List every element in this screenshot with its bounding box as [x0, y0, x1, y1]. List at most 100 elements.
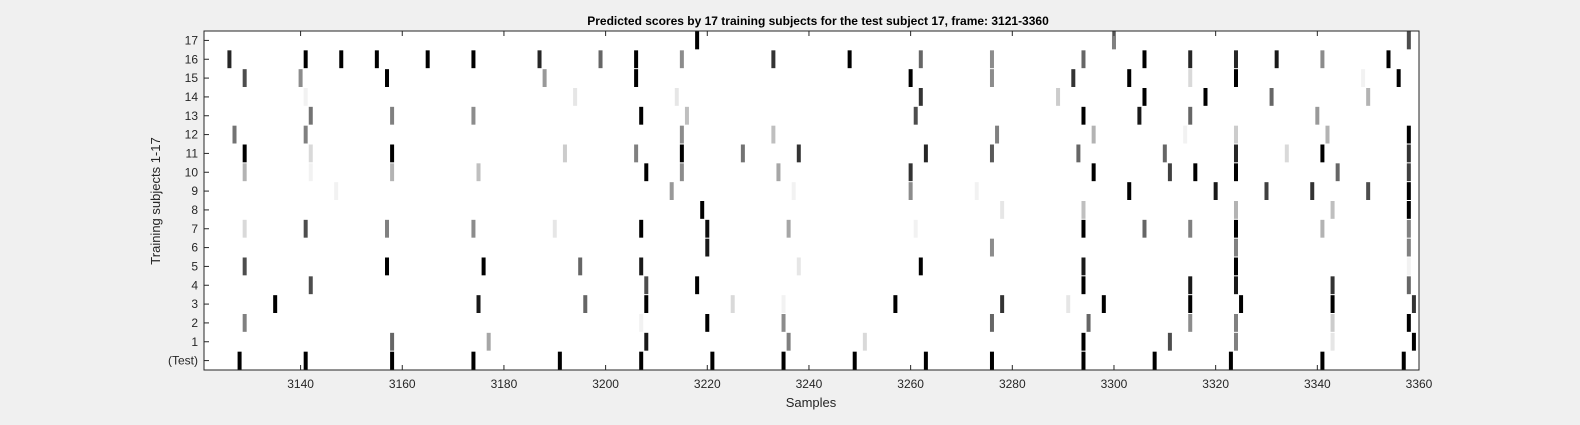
heatmap-cell: [1406, 238, 1411, 257]
heatmap-cell: [989, 238, 994, 257]
heatmap-cell: [1233, 257, 1238, 276]
heatmap-cell: [989, 314, 994, 332]
heatmap-cell: [1188, 219, 1193, 238]
y-tick-label: 1: [191, 335, 198, 349]
heatmap-cell: [1233, 125, 1238, 144]
heatmap-cell: [1406, 276, 1411, 295]
heatmap-cell: [303, 125, 308, 144]
heatmap-cell: [695, 31, 700, 50]
heatmap-cell: [1406, 257, 1411, 276]
heatmap-cell: [583, 295, 588, 313]
y-tick-label: 12: [185, 128, 199, 142]
heatmap-cell: [471, 351, 476, 370]
y-tick-label: 14: [185, 90, 199, 104]
heatmap-cell: [1188, 314, 1193, 332]
heatmap-cell: [1411, 332, 1416, 351]
heatmap-cell: [557, 351, 562, 370]
heatmap-cell: [390, 106, 395, 125]
heatmap-cell: [634, 144, 639, 163]
heatmap-cell: [573, 88, 578, 106]
heatmap-cell: [471, 50, 476, 69]
heatmap-cell: [385, 69, 390, 87]
heatmap-cell: [1239, 295, 1244, 313]
heatmap-cell: [1081, 106, 1086, 125]
heatmap-cell: [1167, 332, 1172, 351]
heatmap-cell: [242, 314, 247, 332]
heatmap-cell: [308, 163, 313, 182]
heatmap-cell: [1406, 182, 1411, 200]
y-tick-label: 13: [185, 109, 199, 123]
heatmap-cell: [390, 351, 395, 370]
heatmap-cell: [1193, 163, 1198, 182]
x-tick-label: 3360: [1406, 377, 1433, 391]
heatmap-cell: [1081, 201, 1086, 219]
heatmap-cell: [1081, 276, 1086, 295]
heatmap-cell: [1081, 351, 1086, 370]
heatmap-cell: [989, 69, 994, 87]
heatmap-cell: [1142, 219, 1147, 238]
heatmap-cell: [1366, 182, 1371, 200]
heatmap-cell: [786, 332, 791, 351]
heatmap-cell: [781, 295, 786, 313]
heatmap-cell: [1233, 332, 1238, 351]
x-tick-label: 3220: [694, 377, 721, 391]
heatmap-cell: [1188, 295, 1193, 313]
heatmap-cell: [308, 106, 313, 125]
heatmap-cell: [1183, 125, 1188, 144]
heatmap-cell: [481, 257, 486, 276]
x-tick-label: 3200: [592, 377, 619, 391]
heatmap-cell: [562, 144, 567, 163]
heatmap-cell: [995, 125, 1000, 144]
heatmap-cell: [390, 332, 395, 351]
heatmap-cell: [1162, 144, 1167, 163]
y-tick-label: 11: [186, 146, 199, 160]
heatmap-cell: [1233, 219, 1238, 238]
heatmap-cell: [1127, 69, 1132, 87]
heatmap-cell: [385, 219, 390, 238]
heatmap-cell: [679, 163, 684, 182]
heatmap-cell: [1066, 295, 1071, 313]
heatmap-cell: [989, 351, 994, 370]
heatmap-cell: [1284, 144, 1289, 163]
heatmap-cell: [1315, 106, 1320, 125]
heatmap-cell: [232, 125, 237, 144]
heatmap-cell: [598, 50, 603, 69]
heatmap-cell: [862, 332, 867, 351]
heatmap-cell: [537, 50, 542, 69]
heatmap-cell: [781, 351, 786, 370]
heatmap-cell: [273, 295, 278, 313]
y-tick-label: 6: [191, 241, 198, 255]
heatmap-cell: [1320, 219, 1325, 238]
heatmap-cell: [1091, 125, 1096, 144]
x-axis: 3140 3160 3180 3200 3220 3240 3260 3280 3300 3320…: [287, 31, 1433, 391]
heatmap-cell: [634, 69, 639, 87]
heatmap-cell: [1167, 163, 1172, 182]
heatmap-cell: [791, 182, 796, 200]
heatmap-cell: [786, 219, 791, 238]
heatmap-cell: [705, 238, 710, 257]
heatmap-cell: [339, 50, 344, 69]
plot-frame: [203, 30, 1420, 371]
heatmap-cell: [771, 50, 776, 69]
y-tick-label: 7: [191, 222, 198, 236]
heatmap-cell: [308, 276, 313, 295]
heatmap-cell: [705, 219, 710, 238]
heatmap-cell: [1330, 332, 1335, 351]
heatmap-cell: [242, 144, 247, 163]
heatmap-cell: [1233, 276, 1238, 295]
heatmap-cell: [847, 50, 852, 69]
y-tick-label: 8: [191, 203, 198, 217]
heatmap-cell: [1188, 106, 1193, 125]
heatmap-cell: [700, 201, 705, 219]
heatmap-cell: [1233, 314, 1238, 332]
heatmap-cell: [776, 163, 781, 182]
heatmap-cell: [1330, 276, 1335, 295]
heatmap-cell: [303, 88, 308, 106]
x-tick-label: 3320: [1202, 377, 1229, 391]
heatmap-cell: [1142, 88, 1147, 106]
heatmap-cell: [1188, 50, 1193, 69]
heatmap-cell: [1396, 69, 1401, 87]
heatmap-cell: [695, 276, 700, 295]
